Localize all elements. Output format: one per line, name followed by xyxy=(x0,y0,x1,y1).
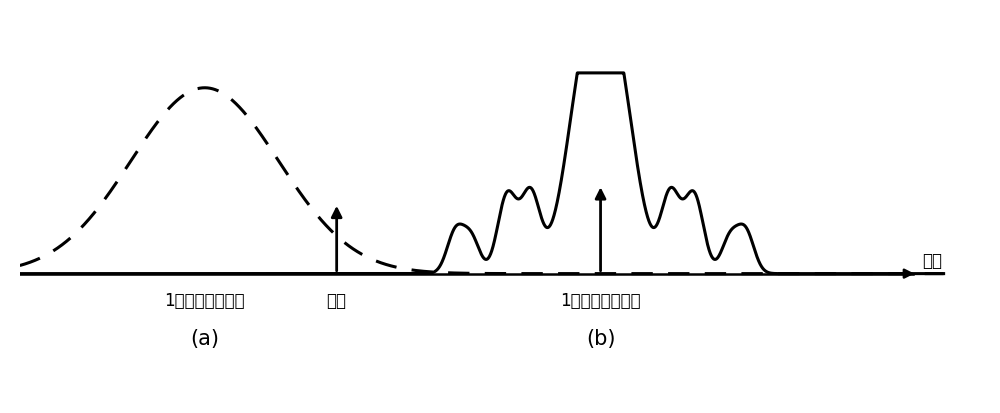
Text: 1阶强度调制边带: 1阶强度调制边带 xyxy=(560,292,641,310)
Text: (b): (b) xyxy=(586,330,615,349)
Text: 1阶强度调制边带: 1阶强度调制边带 xyxy=(164,292,245,310)
Text: 波长: 波长 xyxy=(922,252,942,270)
Text: 载波: 载波 xyxy=(327,292,347,310)
Text: (a): (a) xyxy=(190,330,219,349)
